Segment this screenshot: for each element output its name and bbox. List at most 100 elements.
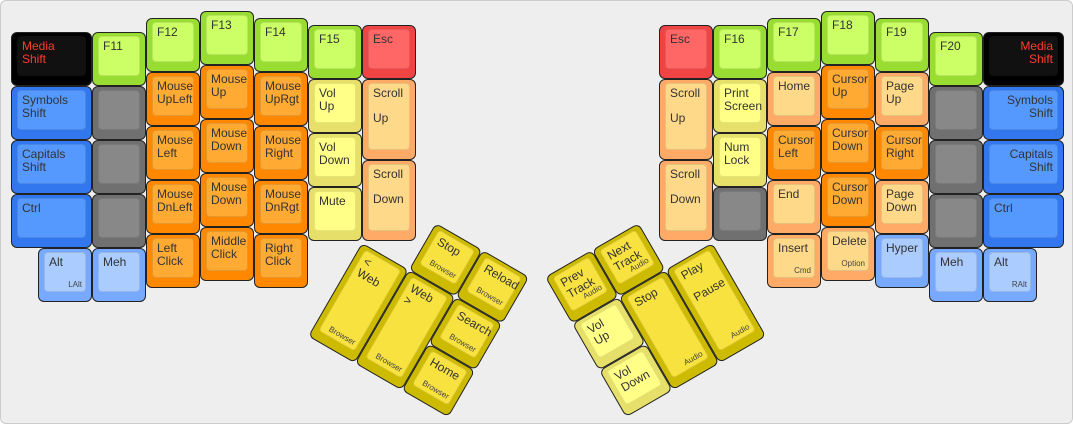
- key-label: Vol Up: [319, 86, 336, 113]
- key-ctrl[interactable]: Ctrl: [11, 194, 92, 248]
- keycap-top: Symbols Shift: [17, 90, 86, 130]
- key-print-screen[interactable]: Print Screen: [713, 79, 767, 133]
- keycap-top: Mouse Down: [206, 177, 248, 217]
- key-capitals-shift[interactable]: Capitals Shift: [11, 140, 92, 194]
- key-mouse-up[interactable]: Mouse Up: [200, 65, 254, 119]
- key-mouse-dnleft[interactable]: Mouse DnLeft: [146, 180, 200, 234]
- key-mouse-uprgt[interactable]: Mouse UpRgt: [254, 72, 308, 126]
- keycap-top: [98, 198, 140, 238]
- key-vol-down[interactable]: Vol Down: [308, 133, 362, 187]
- keycap-top: Meh: [98, 252, 140, 292]
- key-alt[interactable]: Alt RAlt: [983, 248, 1037, 302]
- key-mouse-upleft[interactable]: Mouse UpLeft: [146, 72, 200, 126]
- key-label: Mouse DnLeft: [157, 187, 194, 214]
- keycap-top: Mouse Down: [206, 123, 248, 163]
- keycap-top: F15: [314, 29, 356, 69]
- key-mouse-left[interactable]: Mouse Left: [146, 126, 200, 180]
- key-label: Vol Up: [585, 315, 612, 348]
- key-esc[interactable]: Esc: [659, 25, 713, 79]
- keycap-top: End: [773, 184, 815, 224]
- key-label: Cursor Left: [778, 133, 815, 160]
- key-cursor-right[interactable]: Cursor Right: [875, 126, 929, 180]
- key-scroll-down[interactable]: Scroll Down: [362, 160, 416, 241]
- key-cursor-down[interactable]: Cursor Down: [821, 119, 875, 173]
- key-cursor-down[interactable]: Cursor Down: [821, 173, 875, 227]
- key-f18[interactable]: F18: [821, 11, 875, 65]
- key-blank[interactable]: [92, 140, 146, 194]
- key-f15[interactable]: F15: [308, 25, 362, 79]
- key-page-up[interactable]: Page Up: [875, 72, 929, 126]
- key-symbols-shift[interactable]: Symbols Shift: [11, 86, 92, 140]
- key-media-shift[interactable]: Media Shift: [983, 32, 1064, 86]
- key-f13[interactable]: F13: [200, 11, 254, 65]
- keycap-top: Vol Down: [314, 137, 356, 177]
- key-blank[interactable]: [929, 140, 983, 194]
- keycap-top: Page Up: [881, 76, 923, 116]
- key-f14[interactable]: F14: [254, 18, 308, 72]
- key-middle-click[interactable]: Middle Click: [200, 227, 254, 281]
- key-label: End: [778, 187, 800, 201]
- key-mouse-right[interactable]: Mouse Right: [254, 126, 308, 180]
- key-blank[interactable]: [929, 194, 983, 248]
- key-mute[interactable]: Mute: [308, 187, 362, 241]
- keycap-top: Home: [773, 76, 815, 116]
- keycap-top: Meh: [935, 252, 977, 292]
- keycap-top: F11: [98, 36, 140, 76]
- key-scroll-up[interactable]: Scroll Up: [362, 79, 416, 160]
- key-label: F20: [940, 39, 961, 53]
- key-blank[interactable]: [92, 86, 146, 140]
- key-vol-up[interactable]: Vol Up: [308, 79, 362, 133]
- key-label: Meh: [940, 255, 964, 269]
- key-f19[interactable]: F19: [875, 18, 929, 72]
- key-label: Delete: [832, 234, 867, 248]
- key-symbols-shift[interactable]: Symbols Shift: [983, 86, 1064, 140]
- key-cursor-left[interactable]: Cursor Left: [767, 126, 821, 180]
- keycap-top: Vol Up: [314, 83, 356, 123]
- key-ctrl[interactable]: Ctrl: [983, 194, 1064, 248]
- key-f17[interactable]: F17: [767, 18, 821, 72]
- key-blank[interactable]: [92, 194, 146, 248]
- key-label: Mouse Left: [157, 133, 194, 160]
- keycap-top: Cursor Down: [827, 177, 869, 217]
- key-esc[interactable]: Esc: [362, 25, 416, 79]
- key-f11[interactable]: F11: [92, 32, 146, 86]
- key-mouse-down[interactable]: Mouse Down: [200, 119, 254, 173]
- key-alt[interactable]: Alt LAlt: [38, 248, 92, 302]
- key-f16[interactable]: F16: [713, 25, 767, 79]
- key-label: Home: [427, 355, 463, 384]
- key-cursor-up[interactable]: Cursor Up: [821, 65, 875, 119]
- keycap-top: Right Click: [260, 238, 302, 278]
- key-delete[interactable]: Delete Option: [821, 227, 875, 281]
- key-label: F16: [724, 32, 745, 46]
- key-num-lock[interactable]: Num Lock: [713, 133, 767, 187]
- key-mouse-down[interactable]: Mouse Down: [200, 173, 254, 227]
- key-sublabel: Browser: [327, 324, 358, 348]
- key-end[interactable]: End: [767, 180, 821, 234]
- key-label: Alt: [994, 255, 1009, 269]
- keycap-top: F12: [152, 22, 194, 62]
- keycap-top: F20: [935, 36, 977, 76]
- key-blank[interactable]: [713, 187, 767, 241]
- key-mouse-dnrgt[interactable]: Mouse DnRgt: [254, 180, 308, 234]
- key-f12[interactable]: F12: [146, 18, 200, 72]
- key-scroll-up[interactable]: Scroll Up: [659, 79, 713, 160]
- key-home[interactable]: Home: [767, 72, 821, 126]
- key-right-click[interactable]: Right Click: [254, 234, 308, 288]
- key-blank[interactable]: [929, 86, 983, 140]
- key-left-click[interactable]: Left Click: [146, 234, 200, 288]
- key-label: Right Click: [265, 241, 294, 268]
- key-label: Scroll Up: [373, 86, 404, 125]
- key-capitals-shift[interactable]: Capitals Shift: [983, 140, 1064, 194]
- key-label: Scroll Down: [670, 167, 701, 206]
- key-meh[interactable]: Meh: [929, 248, 983, 302]
- key-media-shift[interactable]: Media Shift: [11, 32, 92, 86]
- key-f20[interactable]: F20: [929, 32, 983, 86]
- key-hyper[interactable]: Hyper: [875, 234, 929, 288]
- key-label: Search: [454, 308, 495, 340]
- keycap-top: Reload Browser: [465, 256, 523, 313]
- key-scroll-down[interactable]: Scroll Down: [659, 160, 713, 241]
- key-label: Page Down: [886, 187, 917, 214]
- key-meh[interactable]: Meh: [92, 248, 146, 302]
- key-page-down[interactable]: Page Down: [875, 180, 929, 234]
- key-insert[interactable]: Insert Cmd: [767, 234, 821, 288]
